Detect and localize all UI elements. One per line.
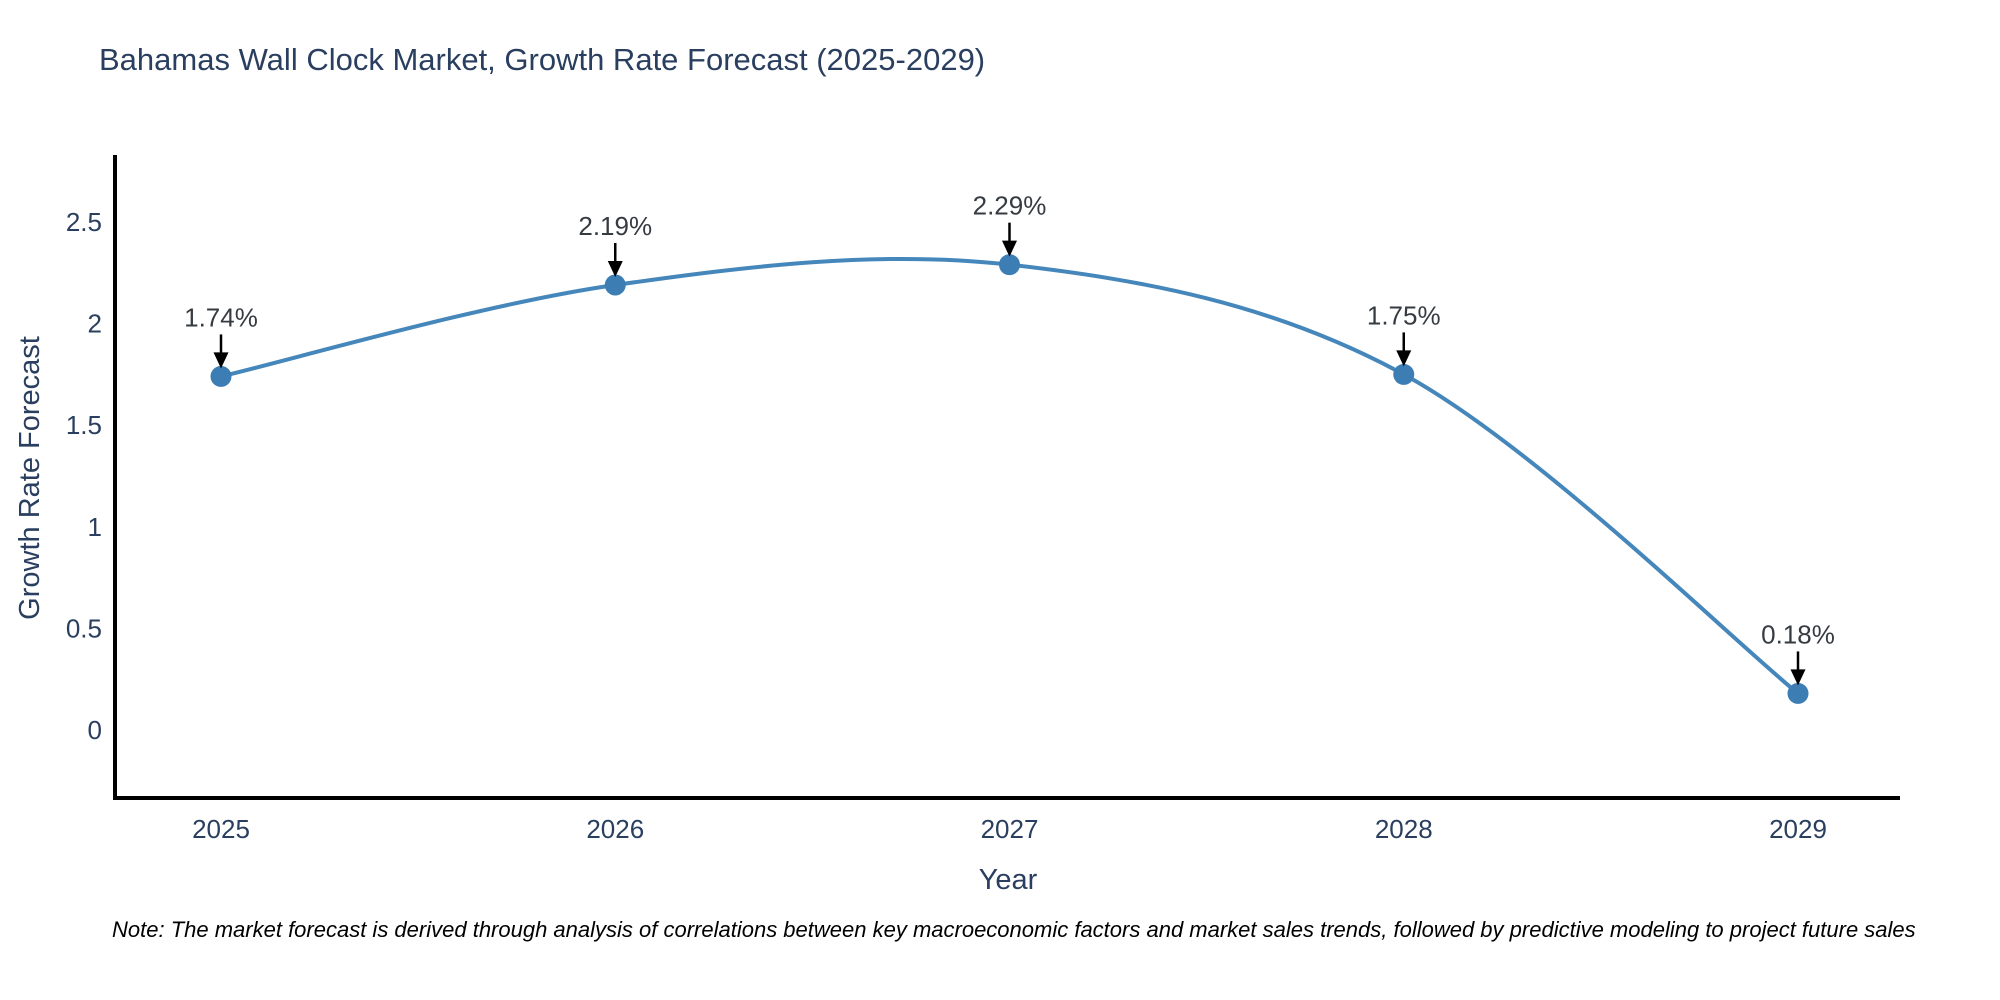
annotation-arrow-head — [607, 260, 623, 277]
y-axis-tick-labels: 0 0.5 1 1.5 2 2.5 — [66, 207, 102, 745]
series-markers — [210, 254, 1809, 704]
x-tick-label: 2028 — [1375, 814, 1433, 844]
chart-title: Bahamas Wall Clock Market, Growth Rate F… — [99, 42, 986, 77]
data-point-marker[interactable] — [1393, 363, 1415, 385]
annotation-arrow-head — [213, 352, 229, 369]
point-annotation-label: 2.19% — [578, 211, 652, 241]
x-tick-label: 2027 — [981, 814, 1039, 844]
x-tick-label: 2025 — [192, 814, 250, 844]
x-tick-label: 2029 — [1769, 814, 1827, 844]
annotation-arrow-head — [1002, 240, 1017, 257]
y-tick-label: 0.5 — [66, 613, 102, 643]
point-annotations: 1.74% 2.19% 2.29% 1.75% 0.18% — [184, 191, 1835, 686]
x-axis-title: Year — [979, 864, 1038, 896]
y-tick-label: 1 — [88, 512, 102, 542]
data-point-marker[interactable] — [604, 274, 626, 296]
data-point-marker[interactable] — [999, 254, 1020, 276]
y-tick-label: 1.5 — [66, 410, 102, 440]
annotation-arrow-head — [1396, 350, 1412, 367]
x-tick-label: 2026 — [586, 814, 644, 844]
point-annotation-label: 2.29% — [973, 191, 1047, 221]
annotation-arrow-head — [1790, 669, 1806, 686]
y-tick-label: 2.5 — [66, 207, 102, 237]
y-tick-label: 0 — [88, 715, 102, 745]
series-line — [219, 256, 1800, 696]
point-annotation-label: 0.18% — [1761, 619, 1835, 649]
data-point-marker[interactable] — [210, 365, 232, 387]
y-axis-title: Growth Rate Forecast — [14, 336, 46, 620]
data-point-marker[interactable] — [1787, 682, 1809, 704]
y-tick-label: 2 — [88, 309, 102, 339]
point-annotation-label: 1.74% — [184, 302, 258, 332]
x-axis-tick-labels: 2025 2026 2027 2028 2029 — [192, 814, 1827, 844]
point-annotation-label: 1.75% — [1367, 300, 1441, 330]
footnote: Note: The market forecast is derived thr… — [112, 917, 1916, 942]
